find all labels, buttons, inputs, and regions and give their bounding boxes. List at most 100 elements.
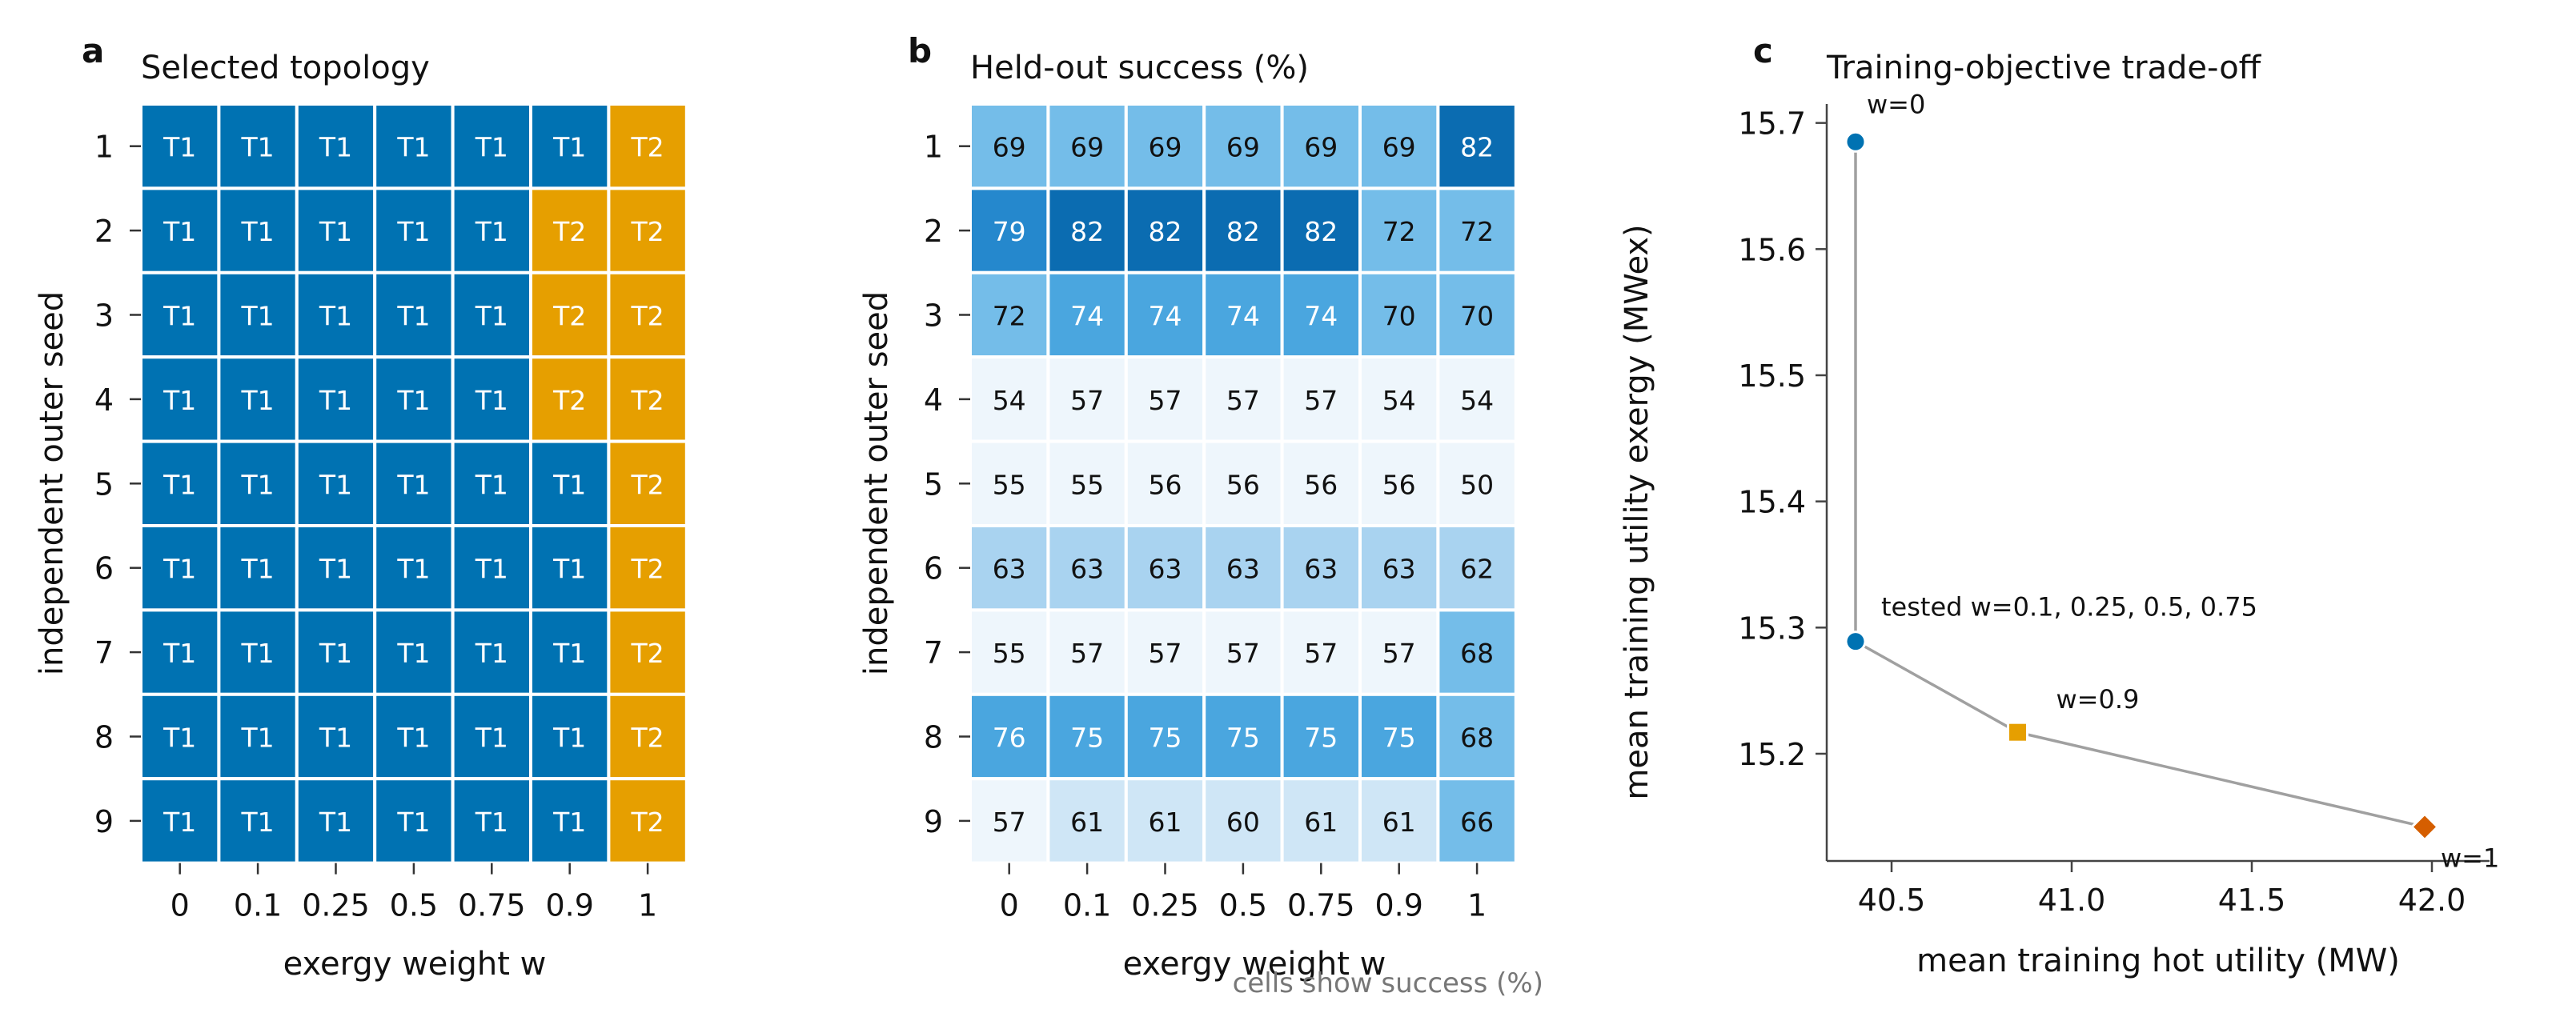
cell-label: T2 bbox=[631, 301, 664, 332]
cell-label: 75 bbox=[1304, 723, 1338, 754]
heatmap-cell bbox=[1436, 186, 1518, 274]
cell-label: 63 bbox=[1226, 554, 1260, 585]
y-tick-label: 9 bbox=[924, 804, 943, 839]
cell-label: T1 bbox=[396, 554, 430, 585]
heatmap-cell bbox=[529, 692, 611, 781]
cell-label: T1 bbox=[163, 301, 196, 332]
cell-label: 57 bbox=[1149, 638, 1182, 669]
cell-label: 56 bbox=[1226, 469, 1260, 500]
y-tick-label: 15.5 bbox=[1738, 358, 1806, 394]
cell-label: T1 bbox=[552, 723, 586, 754]
cell-label: T1 bbox=[475, 301, 508, 332]
y-tick-label: 1 bbox=[94, 130, 114, 165]
cell-label: T1 bbox=[475, 723, 508, 754]
heatmap-cell bbox=[373, 692, 455, 781]
cell-label: T1 bbox=[396, 638, 430, 669]
cell-label: T1 bbox=[163, 469, 196, 500]
heatmap-cell bbox=[139, 524, 221, 612]
cell-label: 57 bbox=[1070, 638, 1104, 669]
cell-label: 69 bbox=[1304, 132, 1338, 163]
cell-label: 82 bbox=[1460, 132, 1494, 163]
heatmap-cell bbox=[1358, 186, 1440, 274]
cell-label: T1 bbox=[319, 132, 352, 163]
cell-label: T1 bbox=[163, 216, 196, 247]
x-tick-label: 0.75 bbox=[1287, 888, 1355, 923]
point-marker bbox=[1844, 631, 1867, 653]
heatmap-cell bbox=[607, 270, 688, 359]
x-tick-label: 0.75 bbox=[458, 888, 526, 923]
panel-a-xlabel: exergy weight w bbox=[283, 946, 547, 983]
cell-label: T1 bbox=[241, 385, 275, 416]
cell-label: 82 bbox=[1070, 216, 1104, 247]
cell-label: T1 bbox=[552, 554, 586, 585]
cell-label: T1 bbox=[396, 469, 430, 500]
heatmap-cell bbox=[1436, 439, 1518, 527]
cell-label: 69 bbox=[993, 132, 1026, 163]
cell-label: 56 bbox=[1304, 469, 1338, 500]
heatmap-cell bbox=[1280, 270, 1362, 359]
y-tick-label: 1 bbox=[924, 130, 943, 165]
cell-label: 69 bbox=[1382, 132, 1416, 163]
cell-label: 72 bbox=[993, 301, 1026, 332]
cell-label: 75 bbox=[1149, 723, 1182, 754]
cell-label: 60 bbox=[1226, 807, 1260, 838]
heatmap-cell bbox=[1436, 270, 1518, 359]
heatmap-cell bbox=[1124, 186, 1206, 274]
cell-label: 68 bbox=[1460, 638, 1494, 669]
cell-label: T1 bbox=[319, 469, 352, 500]
cell-label: T1 bbox=[241, 554, 275, 585]
panel-c-ylabel: mean training utility exergy (MWex) bbox=[1619, 224, 1655, 799]
tradeoff-line bbox=[1854, 142, 2426, 829]
cell-label: T1 bbox=[241, 638, 275, 669]
y-tick-label: 5 bbox=[94, 466, 114, 502]
heatmap-cell bbox=[295, 608, 377, 696]
y-tick-label: 3 bbox=[924, 298, 943, 334]
cell-label: 69 bbox=[1149, 132, 1182, 163]
point-label: w=1 bbox=[2441, 843, 2499, 873]
y-tick-label: 2 bbox=[924, 214, 943, 249]
cell-label: T1 bbox=[396, 301, 430, 332]
cell-label: T2 bbox=[552, 385, 586, 416]
x-tick-label: 0.25 bbox=[1131, 888, 1199, 923]
y-tick-label: 3 bbox=[94, 298, 114, 334]
heatmap-cell bbox=[451, 692, 532, 781]
heatmap-cell bbox=[217, 524, 299, 612]
cell-label: T1 bbox=[475, 216, 508, 247]
heatmap-cell bbox=[529, 608, 611, 696]
x-tick-label: 41.5 bbox=[2218, 883, 2286, 918]
cell-label: 70 bbox=[1460, 301, 1494, 332]
heatmap-cell bbox=[1046, 524, 1128, 612]
y-tick-label: 4 bbox=[94, 382, 114, 418]
cell-label: T1 bbox=[319, 301, 352, 332]
y-tick-label: 15.4 bbox=[1738, 485, 1806, 520]
heatmap-cell bbox=[529, 102, 611, 190]
cell-label: 63 bbox=[1149, 554, 1182, 585]
cell-label: T2 bbox=[631, 723, 664, 754]
x-tick-label: 0.9 bbox=[545, 888, 593, 923]
cell-label: T1 bbox=[163, 638, 196, 669]
heatmap-cell bbox=[607, 608, 688, 696]
cell-label: 63 bbox=[1070, 554, 1104, 585]
heatmap-cell bbox=[1124, 777, 1206, 865]
cell-label: 57 bbox=[1226, 638, 1260, 669]
x-tick-label: 0.25 bbox=[302, 888, 370, 923]
cell-label: 61 bbox=[1382, 807, 1416, 838]
y-tick-label: 2 bbox=[94, 214, 114, 249]
heatmap-cell bbox=[1436, 608, 1518, 696]
cell-label: T1 bbox=[163, 132, 196, 163]
point-marker bbox=[2409, 812, 2440, 842]
cell-label: 55 bbox=[1070, 469, 1104, 500]
point-label: w=0 bbox=[1867, 89, 1925, 119]
panel-c-letter: c bbox=[1753, 31, 1773, 70]
y-tick-label: 6 bbox=[94, 551, 114, 587]
heatmap-cell bbox=[607, 692, 688, 781]
heatmap-cell bbox=[217, 692, 299, 781]
cell-label: 54 bbox=[1460, 385, 1494, 416]
cell-label: T1 bbox=[475, 807, 508, 838]
cell-label: T1 bbox=[241, 216, 275, 247]
y-tick-label: 6 bbox=[924, 551, 943, 587]
x-tick-label: 1 bbox=[638, 888, 657, 923]
y-tick-label: 5 bbox=[924, 466, 943, 502]
x-tick-label: 0.1 bbox=[234, 888, 282, 923]
cell-label: T1 bbox=[475, 469, 508, 500]
